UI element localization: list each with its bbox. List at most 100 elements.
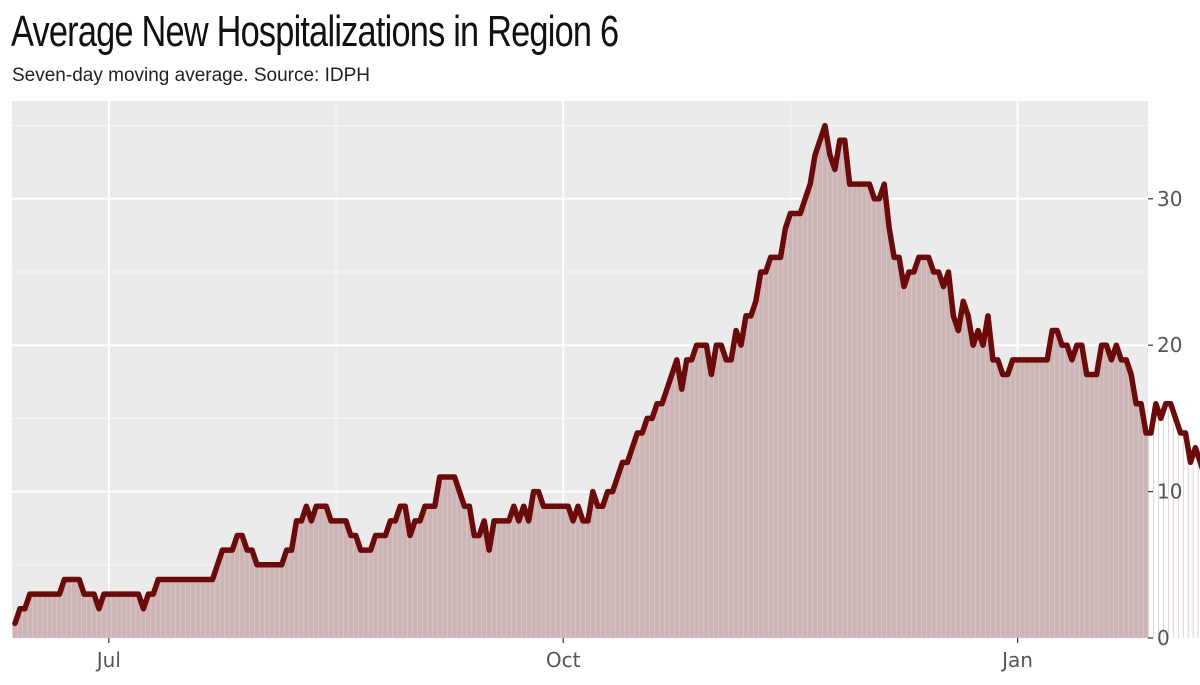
data-bar bbox=[945, 271, 952, 639]
data-bar bbox=[516, 520, 522, 639]
data-bar bbox=[1074, 345, 1080, 639]
data-bar bbox=[496, 520, 502, 639]
data-bar bbox=[921, 257, 927, 639]
y-tick-label: 20 bbox=[1157, 333, 1182, 357]
data-bar bbox=[22, 608, 28, 639]
data-bar bbox=[1064, 345, 1070, 639]
data-bar bbox=[535, 491, 542, 639]
data-bar bbox=[768, 257, 774, 639]
data-bar bbox=[629, 447, 636, 639]
data-bar bbox=[1168, 403, 1169, 639]
data-bar bbox=[1163, 403, 1164, 639]
data-bar bbox=[412, 520, 418, 639]
data-bar bbox=[669, 374, 675, 639]
data-bar bbox=[782, 227, 789, 639]
data-bar bbox=[1128, 374, 1134, 639]
data-bar bbox=[432, 506, 438, 639]
data-bar bbox=[545, 506, 552, 639]
data-bar bbox=[392, 520, 398, 639]
data-bar bbox=[506, 520, 512, 639]
data-bar bbox=[812, 154, 818, 639]
data-bar bbox=[901, 286, 907, 639]
data-bar bbox=[397, 506, 403, 639]
data-bar bbox=[313, 506, 319, 639]
data-bar bbox=[224, 549, 231, 639]
data-bar bbox=[125, 593, 132, 639]
data-bar bbox=[881, 183, 887, 639]
data-bar bbox=[185, 579, 191, 639]
data-bar bbox=[442, 476, 448, 639]
data-bar bbox=[343, 520, 349, 639]
data-bar bbox=[624, 462, 631, 639]
data-bar bbox=[1019, 359, 1026, 639]
data-bar bbox=[1005, 374, 1011, 639]
data-bar bbox=[935, 271, 942, 639]
data-bar bbox=[367, 549, 374, 639]
data-bar bbox=[911, 271, 917, 639]
data-bar bbox=[832, 169, 838, 639]
data-bar bbox=[239, 535, 245, 639]
data-bar bbox=[580, 520, 586, 639]
data-bar bbox=[644, 418, 650, 639]
data-bar bbox=[1113, 345, 1120, 639]
data-bar bbox=[200, 579, 206, 639]
x-tick-label: Jan bbox=[1000, 648, 1033, 672]
data-bar bbox=[274, 564, 280, 639]
data-bar bbox=[269, 564, 275, 639]
data-bar bbox=[363, 549, 369, 639]
data-bar bbox=[229, 549, 235, 639]
data-bar bbox=[476, 535, 482, 639]
data-bar bbox=[871, 198, 878, 639]
data-bar bbox=[723, 359, 729, 639]
data-bar bbox=[130, 593, 137, 639]
data-bar bbox=[688, 359, 695, 639]
data-bar bbox=[1098, 345, 1105, 639]
data-bar bbox=[1010, 359, 1016, 639]
data-bar bbox=[822, 125, 828, 639]
data-bar bbox=[37, 593, 43, 639]
data-bar bbox=[1044, 359, 1050, 639]
data-bar bbox=[387, 520, 393, 639]
data-bar bbox=[446, 476, 453, 639]
daily-bars bbox=[12, 125, 1199, 639]
data-bar bbox=[86, 593, 92, 639]
data-bar bbox=[353, 535, 359, 639]
data-bar bbox=[1192, 447, 1194, 639]
data-bar bbox=[851, 183, 858, 639]
data-bar bbox=[254, 564, 260, 639]
data-bar bbox=[965, 315, 971, 639]
data-bar bbox=[866, 183, 873, 639]
data-bar bbox=[772, 257, 779, 639]
data-bar bbox=[570, 520, 576, 639]
data-bar bbox=[422, 506, 428, 639]
data-bar bbox=[906, 271, 912, 639]
data-bar bbox=[333, 520, 339, 639]
data-bar bbox=[264, 564, 270, 639]
data-bar bbox=[461, 506, 468, 639]
data-bar bbox=[703, 345, 710, 639]
y-axis: 0 10 20 30 bbox=[1148, 187, 1182, 650]
data-bar bbox=[560, 506, 566, 639]
data-bar bbox=[595, 506, 601, 639]
data-bar bbox=[165, 579, 171, 639]
data-bar bbox=[847, 183, 853, 639]
data-bar bbox=[318, 506, 324, 639]
data-bar bbox=[1089, 374, 1095, 639]
data-bar bbox=[180, 579, 186, 639]
data-bar bbox=[1108, 359, 1115, 639]
data-bar bbox=[1123, 359, 1129, 639]
data-bar bbox=[111, 593, 117, 639]
data-bar bbox=[81, 593, 87, 639]
data-bar bbox=[1024, 359, 1031, 639]
data-bar bbox=[116, 593, 122, 639]
data-bar bbox=[575, 506, 581, 639]
data-bar bbox=[940, 286, 947, 639]
data-bar bbox=[926, 257, 932, 639]
data-bar bbox=[738, 345, 744, 639]
data-bar bbox=[106, 593, 112, 639]
data-bar bbox=[748, 315, 754, 639]
data-bar bbox=[837, 140, 843, 639]
data-bar bbox=[540, 506, 547, 639]
data-bar bbox=[619, 462, 626, 639]
